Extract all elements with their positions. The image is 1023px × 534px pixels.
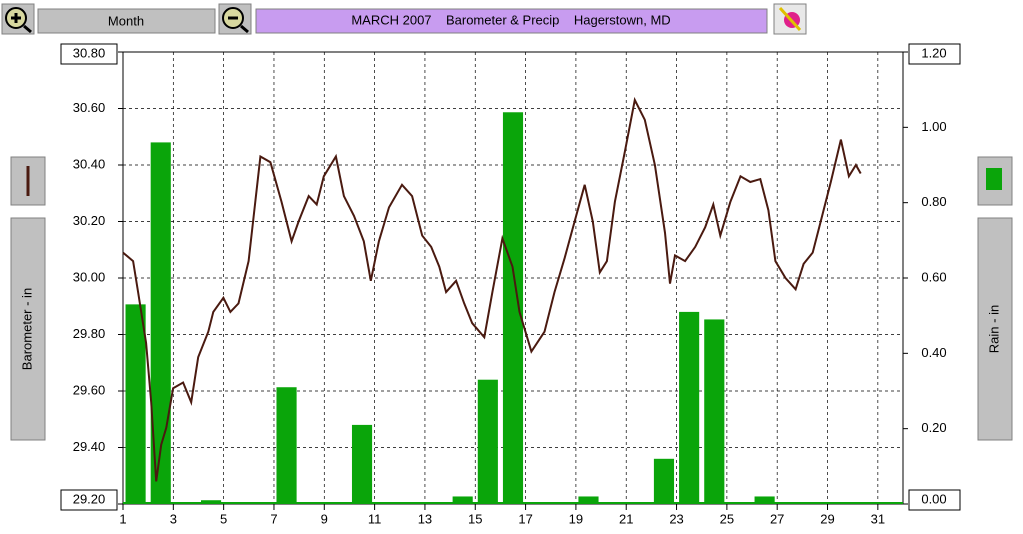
x-tick-label: 3 bbox=[170, 511, 177, 526]
bar bbox=[679, 311, 700, 504]
y2-tick-label: 0.20 bbox=[921, 420, 946, 435]
x-tick-label: 5 bbox=[220, 511, 227, 526]
y-axis-title: Barometer - in bbox=[19, 288, 34, 370]
bar bbox=[653, 458, 675, 504]
line bbox=[122, 96, 862, 482]
bar bbox=[276, 387, 297, 504]
y-tick-label: 30.00 bbox=[73, 269, 106, 284]
bar bbox=[704, 319, 725, 504]
y-tick-label: 30.40 bbox=[73, 156, 106, 171]
bar bbox=[351, 424, 373, 504]
bar bbox=[754, 496, 775, 504]
x-tick-label: 25 bbox=[720, 511, 734, 526]
settings-button[interactable] bbox=[773, 3, 807, 35]
chart-title: MARCH 2007 Barometer & Precip Hagerstown… bbox=[351, 12, 670, 27]
x-tick-label: 17 bbox=[518, 511, 532, 526]
y-tick-label: 29.80 bbox=[73, 326, 106, 341]
y2-tick-box bbox=[908, 43, 961, 65]
bar bbox=[125, 304, 146, 504]
y-tick-label: 30.20 bbox=[73, 213, 106, 228]
bar bbox=[578, 496, 599, 504]
zoom-in-button[interactable] bbox=[1, 3, 35, 35]
y-tick-label: 30.60 bbox=[73, 100, 106, 115]
x-tick-label: 31 bbox=[871, 511, 885, 526]
bar bbox=[201, 500, 222, 504]
zoom-out-button[interactable] bbox=[218, 3, 252, 35]
y-tick-box bbox=[60, 489, 118, 511]
bar bbox=[477, 379, 498, 504]
y-tick-box bbox=[60, 43, 118, 65]
x-tick-label: 1 bbox=[119, 511, 126, 526]
y-tick-label: 29.40 bbox=[73, 439, 106, 454]
y2-tick-label: 1.20 bbox=[921, 45, 946, 60]
title-box bbox=[255, 8, 768, 34]
y2-tick-label: 0.00 bbox=[921, 491, 946, 506]
period-label: Month bbox=[108, 13, 144, 28]
x-tick-label: 19 bbox=[569, 511, 583, 526]
x-tick-label: 13 bbox=[418, 511, 432, 526]
y2-tick-box bbox=[908, 489, 961, 511]
x-tick-label: 27 bbox=[770, 511, 784, 526]
bar bbox=[150, 142, 171, 504]
period-button[interactable] bbox=[37, 8, 216, 34]
x-tick-label: 15 bbox=[468, 511, 482, 526]
y-tick-label: 29.60 bbox=[73, 382, 106, 397]
y2-tick-label: 1.00 bbox=[921, 119, 946, 134]
x-tick-label: 29 bbox=[820, 511, 834, 526]
bar bbox=[502, 112, 524, 505]
x-tick-label: 11 bbox=[368, 511, 382, 526]
bar-legend-swatch bbox=[986, 168, 1002, 190]
x-tick-label: 7 bbox=[270, 511, 277, 526]
y2-tick-label: 0.40 bbox=[921, 345, 946, 360]
y2-axis-title: Rain - in bbox=[986, 305, 1001, 353]
y2-axis-button[interactable] bbox=[977, 217, 1013, 441]
y2-tick-label: 0.80 bbox=[921, 194, 946, 209]
x-tick-label: 23 bbox=[669, 511, 683, 526]
x-tick-label: 9 bbox=[321, 511, 328, 526]
x-tick-label: 21 bbox=[619, 511, 633, 526]
bar bbox=[452, 496, 473, 504]
y-axis-button[interactable] bbox=[10, 217, 46, 441]
y2-tick-label: 0.60 bbox=[921, 269, 946, 284]
y-tick-label: 29.20 bbox=[73, 491, 106, 506]
y-tick-label: 30.80 bbox=[73, 45, 106, 60]
